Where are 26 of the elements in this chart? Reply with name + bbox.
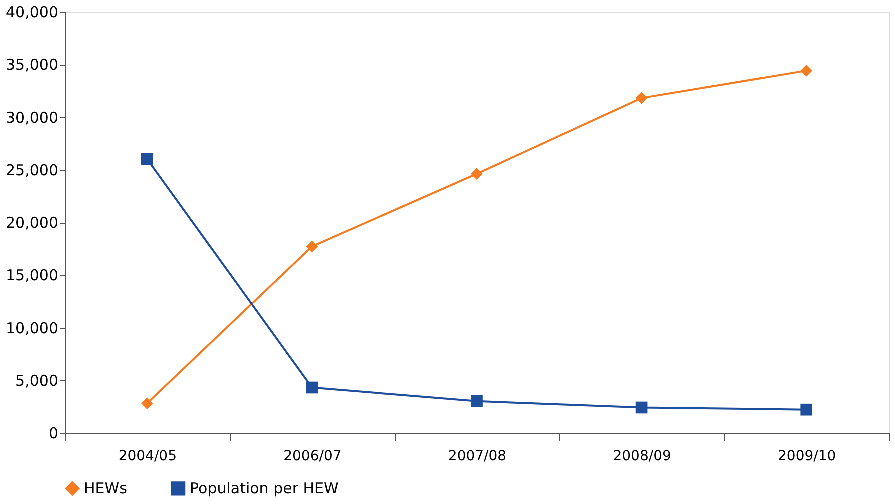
point — [141, 398, 154, 410]
point — [636, 92, 648, 104]
x-tick-label: 2008/09 — [613, 448, 672, 464]
y-tick-label: 25,000 — [6, 161, 58, 180]
point — [800, 65, 813, 77]
y-tick-label: 30,000 — [6, 108, 58, 127]
legend-label: HEWs — [84, 480, 128, 498]
y-tick-label: 5,000 — [16, 372, 58, 390]
point — [471, 168, 483, 180]
y-tick-label: 20,000 — [6, 214, 58, 232]
y-tick-label: 10,000 — [6, 319, 58, 338]
x-tick-label: 2007/08 — [448, 448, 507, 464]
legend-label: Population per HEW — [190, 480, 340, 498]
point — [636, 402, 648, 414]
y-tick-label: 0 — [48, 424, 58, 442]
point — [471, 396, 483, 408]
x-tick-label: 2004/05 — [118, 448, 177, 464]
y-tick-label: 35,000 — [6, 56, 58, 74]
x-tick-label: 2009/10 — [778, 448, 836, 464]
x-tick-label: 2006/07 — [284, 448, 342, 464]
point — [306, 240, 318, 253]
point — [800, 404, 813, 416]
point — [141, 153, 154, 166]
y-tick-label: 15,000 — [6, 266, 58, 285]
point — [306, 382, 318, 394]
y-tick-label: 40,000 — [6, 4, 58, 22]
